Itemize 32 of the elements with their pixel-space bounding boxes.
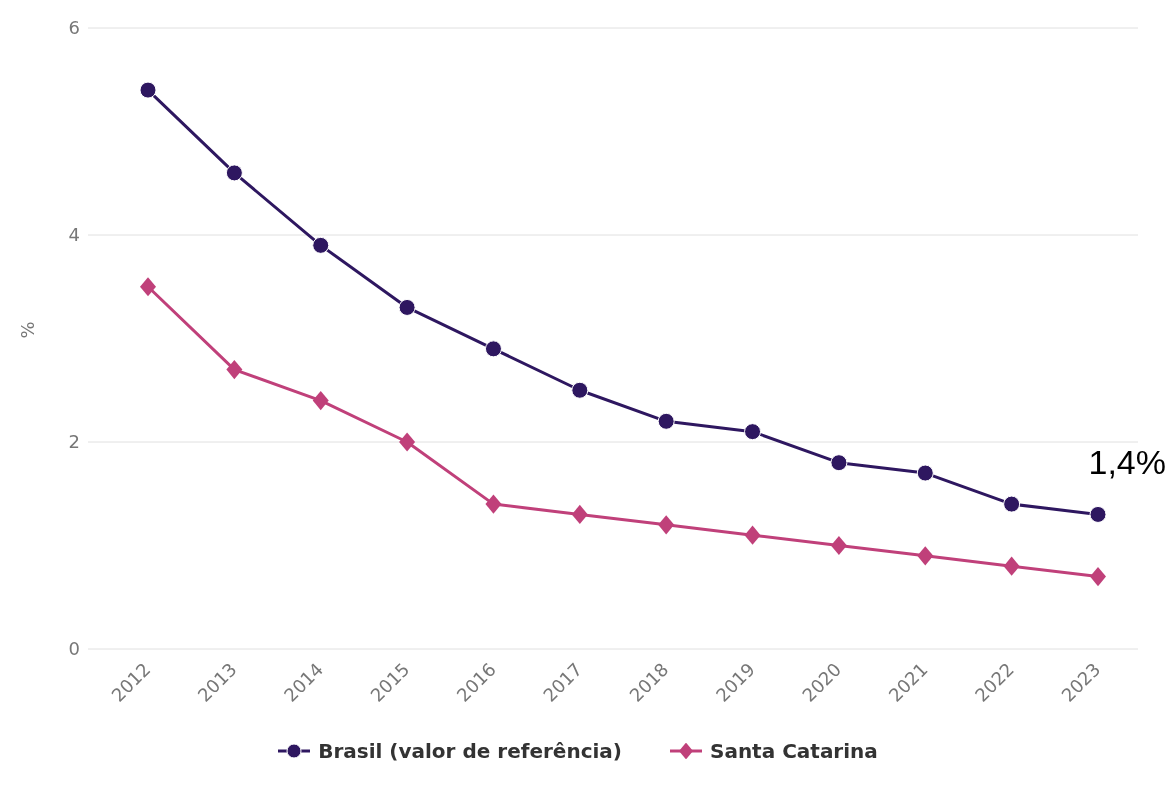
- point: [312, 391, 329, 411]
- y-axis-title: %: [17, 321, 39, 339]
- point: [1090, 566, 1106, 587]
- point: [744, 525, 761, 545]
- point: [571, 504, 588, 525]
- point: [917, 546, 934, 566]
- point: [398, 298, 416, 316]
- point: [1003, 556, 1020, 576]
- point: [571, 381, 589, 399]
- point: [485, 494, 502, 514]
- y-tick-label: 4: [68, 224, 80, 246]
- point: [1003, 495, 1021, 513]
- point: [226, 359, 243, 380]
- point: [399, 432, 416, 452]
- legend-label: Santa Catarina: [709, 739, 878, 763]
- point: [916, 464, 934, 482]
- point: [657, 412, 675, 430]
- point: [658, 515, 675, 535]
- point: [744, 423, 762, 441]
- y-tick-label: 0: [68, 638, 80, 660]
- annotation: 1,4%: [1088, 443, 1166, 482]
- point: [1089, 505, 1107, 523]
- point: [139, 81, 157, 99]
- y-tick-label: 6: [68, 17, 80, 39]
- point: [140, 277, 156, 297]
- y-tick-label: 2: [68, 431, 80, 453]
- point: [312, 236, 330, 254]
- point: [225, 164, 243, 182]
- point: [830, 454, 848, 472]
- point: [830, 535, 847, 556]
- legend-label: Brasil (valor de referência): [317, 739, 622, 763]
- point: [484, 340, 502, 358]
